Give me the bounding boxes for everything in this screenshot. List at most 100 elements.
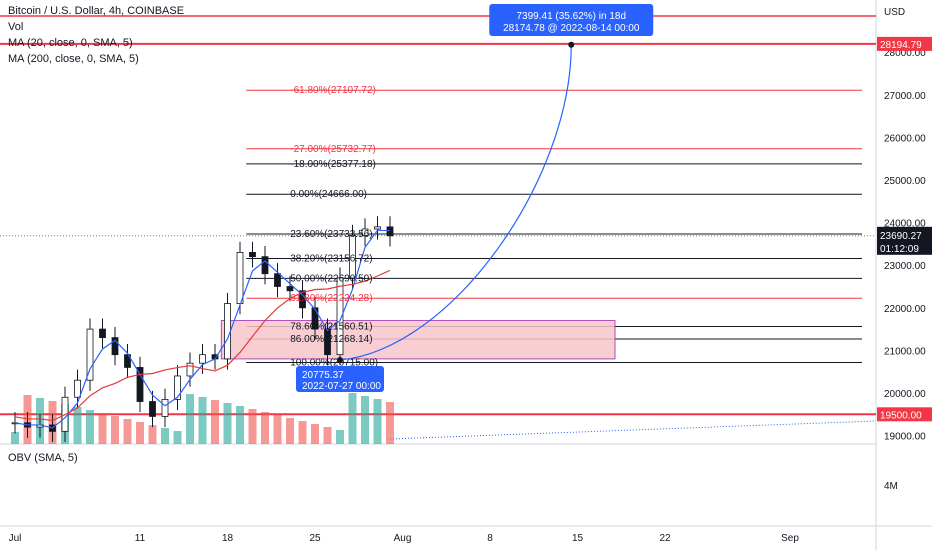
fib-label-8: 78.60%(21560.51) [290,322,372,333]
legend-ma20[interactable]: MA (20, close, 0, SMA, 5) [8,37,133,49]
volume-bar [98,413,107,444]
time-tick-label: 25 [309,533,321,544]
price-zone [220,320,616,360]
candle-body [136,367,144,402]
candle-body [99,328,106,339]
moving-averages [14,229,391,429]
volume-bar [111,416,119,444]
volume-bar [223,403,232,444]
projection-curve [339,44,572,361]
candle-body [374,226,381,230]
candle-body [286,286,294,292]
countdown-label: 01:12:09 [880,244,919,255]
projection-end-dot [568,41,575,48]
fib-label-0: -61.80%(27107.72) [290,85,376,96]
volume-bar [186,394,194,444]
time-tick-label: 8 [487,533,493,544]
candle-body [86,328,94,381]
volume-bar [286,418,294,444]
level-price-label-0: 28194.79 [880,40,922,51]
fib-label-2: -18.00%(25377.18) [290,159,376,170]
candle-body [274,273,281,287]
fib-label-4: 23.60%(23733.56) [290,229,372,240]
time-tick-label: 18 [222,533,234,544]
volume-bar [373,399,382,444]
start-value-label: 20775.37 [302,370,344,381]
candle-body [149,401,156,417]
price-tick-label: 20000.00 [884,389,926,400]
candle-body [336,277,344,356]
volume-bar [323,427,332,444]
volume-bar [123,419,132,444]
candle-body [249,252,256,258]
time-tick-label: Sep [781,533,799,544]
gain-label: 7399.41 (35.62%) in 18d [516,11,626,22]
fib-label-3: 0.00%(24666.00) [290,189,367,200]
price-tick-label: 19000.00 [884,432,926,443]
gain-tag [489,4,654,36]
time-tick-label: 22 [659,533,671,544]
fib-labels: -61.80%(27107.72) -27.00%(25732.77) -18.00… [290,85,378,368]
volume-bar [336,430,344,444]
time-tick-label: 11 [135,533,146,544]
volume-bar [136,422,144,444]
candle-body [324,328,331,356]
candle-body [186,362,194,377]
volume-bar [73,407,82,444]
level-price-tag-1 [877,407,932,422]
fib-label-9: 86.00%(21268.14) [290,334,372,345]
volume-bar [11,432,19,444]
volume-bar [211,400,219,444]
candle-body [361,228,369,236]
obv-label[interactable]: OBV (SMA, 5) [8,452,78,464]
price-tick-label: 28000.00 [884,48,926,59]
volume-bar [248,409,257,444]
last-price-tag [877,226,932,255]
candle-body [386,226,394,237]
time-tick-label: Jul [9,533,22,544]
price-tick-label: 21000.00 [884,346,926,357]
candle-body [199,354,206,364]
volume-bar [361,396,369,444]
volume-bar [173,431,182,444]
volume-bar [148,425,157,444]
target-label: 28174.78 @ 2022-08-14 00:00 [503,23,640,34]
volume-bar [261,412,269,444]
candle-body [124,354,131,368]
fib-label-10: 100.00%(20715.00) [290,358,378,369]
level-price-tag-0 [877,36,932,51]
projection-start-dot [337,356,343,363]
volume-bar [273,415,282,444]
volume-bar [311,424,319,444]
support-zone [220,320,616,360]
legend-ma200[interactable]: MA (200, close, 0, SMA, 5) [8,53,139,65]
volume-bar [161,428,169,444]
obv-tick-label: 4M [884,481,898,492]
volume-bar [236,406,244,444]
volume-bar [198,397,207,444]
price-axis: USD 19000.00 20000.00 21000.00 22000.00 23000… [877,7,932,492]
time-axis: Jul 11 18 25 Aug 8 15 22 Sep [9,533,800,544]
volume-bar [86,410,94,444]
candle-body [311,307,319,330]
price-tick-label: 26000.00 [884,133,926,144]
ma200-line [14,269,391,422]
fib-label-7: 61.80%(22224.28) [290,293,372,304]
fib-label-5: 38.20%(23156.72) [290,254,372,265]
fib-label-1: -27.00%(25732.77) [290,144,376,155]
price-tick-label: 24000.00 [884,219,926,230]
legend-volume[interactable]: Vol [8,21,24,33]
candle-body [224,303,231,360]
fib-label-6: 50.00%(22690.50) [290,273,372,284]
level-price-label-1: 19500.00 [880,410,922,421]
volume-bar [348,393,357,444]
ma20-line [14,229,391,429]
candle-body [174,375,181,400]
volume-bar [386,402,394,444]
price-tick-label: 27000.00 [884,91,926,102]
candle-body [74,379,81,398]
currency-label: USD [884,7,905,18]
